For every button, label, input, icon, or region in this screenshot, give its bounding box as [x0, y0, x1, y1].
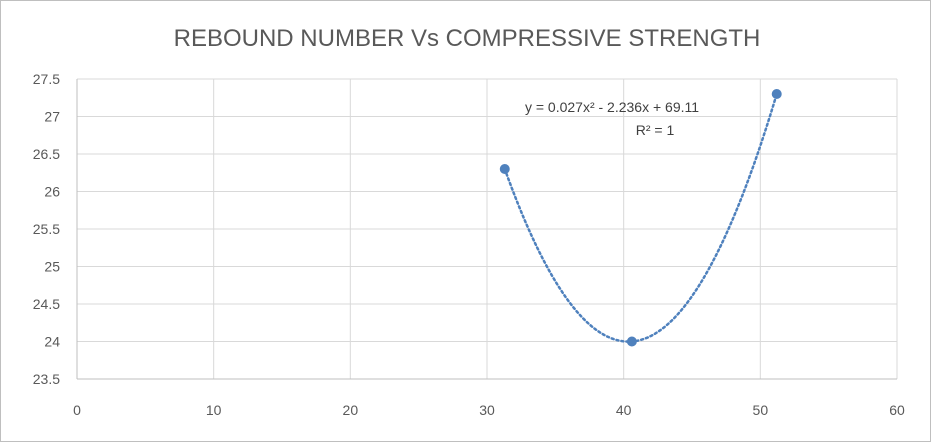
y-tick-label: 23.5 — [33, 371, 60, 387]
y-tick-label: 24 — [44, 334, 60, 350]
axes — [76, 79, 897, 380]
tick-labels: 23.5 24 24.5 25 25.5 26 26.5 27 27.5 0 10 20 30 40 50 6… — [33, 71, 905, 418]
y-tick-label: 24.5 — [33, 296, 60, 312]
x-tick-label: 0 — [73, 402, 81, 418]
x-tick-label: 50 — [753, 402, 769, 418]
x-tick-label: 40 — [616, 402, 632, 418]
grid-lines — [76, 78, 898, 380]
data-point — [771, 89, 782, 99]
y-tick-label: 25.5 — [33, 221, 60, 237]
chart-title: REBOUND NUMBER Vs COMPRESSIVE STRENGTH — [174, 25, 761, 52]
x-tick-label: 60 — [889, 402, 905, 418]
y-tick-label: 27 — [44, 109, 60, 125]
trendline-layer — [503, 92, 778, 343]
polynomial-trendline — [503, 92, 778, 343]
y-tick-label: 27.5 — [33, 71, 60, 87]
x-tick-label: 10 — [206, 402, 222, 418]
data-points — [499, 89, 782, 347]
trendline-r-squared: R² = 1 — [636, 122, 675, 138]
x-tick-label: 20 — [343, 402, 359, 418]
y-tick-label: 26.5 — [33, 146, 60, 162]
y-tick-label: 26 — [44, 184, 60, 200]
trendline-equation: y = 0.027x² - 2.236x + 69.11 — [525, 99, 699, 115]
x-tick-label: 30 — [479, 402, 495, 418]
data-point — [626, 336, 637, 347]
y-tick-label: 25 — [44, 259, 60, 275]
data-point — [499, 164, 510, 174]
